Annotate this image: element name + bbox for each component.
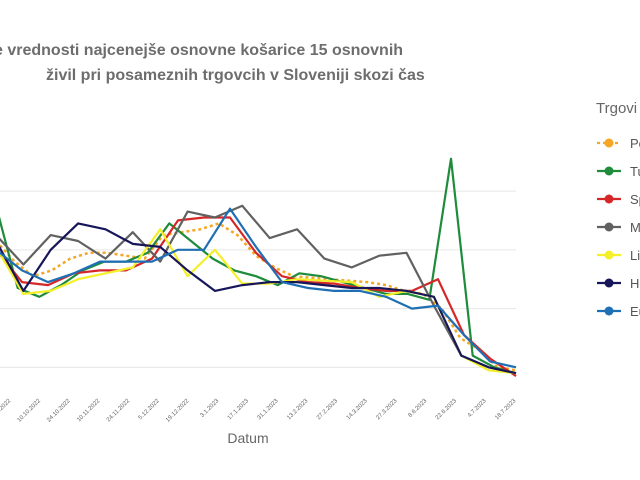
legend-item-me[interactable]: Me	[596, 215, 640, 239]
legend-label: Po	[630, 135, 640, 151]
legend-label: Me	[630, 219, 640, 235]
legend-label: Ho	[630, 275, 640, 291]
series-line-me	[0, 204, 517, 375]
x-tick-label: 27.3.2023	[375, 398, 399, 422]
legend-item-eu[interactable]: Eu	[596, 299, 640, 323]
legend-item-po[interactable]: Po	[596, 131, 640, 155]
legend-item-ho[interactable]: Ho	[596, 271, 640, 295]
legend-swatch-icon	[597, 222, 621, 232]
x-axis-title: Datum	[227, 430, 268, 446]
x-tick-label: 3.1.2023	[200, 398, 221, 419]
series-line-ho	[0, 222, 517, 375]
legend-swatch-icon	[597, 194, 621, 204]
legend-title: Trgovi	[596, 100, 638, 117]
x-tick-label: 27.9.2022	[0, 398, 13, 422]
x-tick-label: 10.10.2022	[17, 398, 43, 424]
legend-label: Tus	[630, 163, 640, 179]
x-tick-label: 24.10.2022	[46, 398, 72, 424]
legend-item-sp[interactable]: Sp	[596, 187, 640, 211]
legend-label: Lid	[630, 247, 640, 263]
x-tick-label: 19.12.2022	[165, 398, 191, 424]
x-tick-label: 8.6.2023	[408, 398, 429, 419]
x-tick-label: 13.2.2023	[286, 398, 310, 422]
legend-item-lid[interactable]: Lid	[596, 243, 640, 267]
legend-item-tus[interactable]: Tus	[596, 159, 640, 183]
x-tick-label: 31.1.2023	[257, 398, 281, 422]
legend-swatch-icon	[597, 166, 621, 176]
x-tick-label: 18.7.2023	[494, 398, 518, 422]
x-tick-label: 10.11.2022	[76, 398, 102, 424]
x-tick-label: 22.6.2023	[435, 398, 459, 422]
x-tick-labels: 27.9.2022 10.10.2022 24.10.2022 10.11.2022 2…	[0, 398, 518, 424]
x-tick-label: 5.12.2022	[138, 398, 162, 422]
legend-swatch-icon	[597, 138, 621, 148]
chart-title-line-1: e vrednosti najcenejše osnovne košarice …	[0, 42, 404, 59]
legend: Trgovi Po Tus Sp Me Lid Ho Eu	[596, 100, 640, 327]
legend-label: Eu	[630, 303, 640, 319]
series-line-sp	[0, 216, 517, 378]
chart-title: e vrednosti najcenejše osnovne košarice …	[0, 38, 464, 88]
series-line-eu	[0, 207, 517, 369]
x-tick-label: 27.2.2023	[316, 398, 340, 422]
x-tick-label: 17.1.2023	[227, 398, 251, 422]
x-tick-label: 24.11.2022	[106, 398, 132, 424]
legend-swatch-icon	[597, 306, 621, 316]
x-tick-label: 4.7.2023	[467, 398, 488, 419]
legend-label: Sp	[630, 191, 640, 207]
x-tick-label: 14.3.2023	[346, 398, 370, 422]
series-lines	[0, 157, 517, 378]
legend-swatch-icon	[597, 278, 621, 288]
legend-swatch-icon	[597, 250, 621, 260]
chart-title-line-2: živil pri posameznih trgovcih v Slovenij…	[46, 67, 425, 84]
